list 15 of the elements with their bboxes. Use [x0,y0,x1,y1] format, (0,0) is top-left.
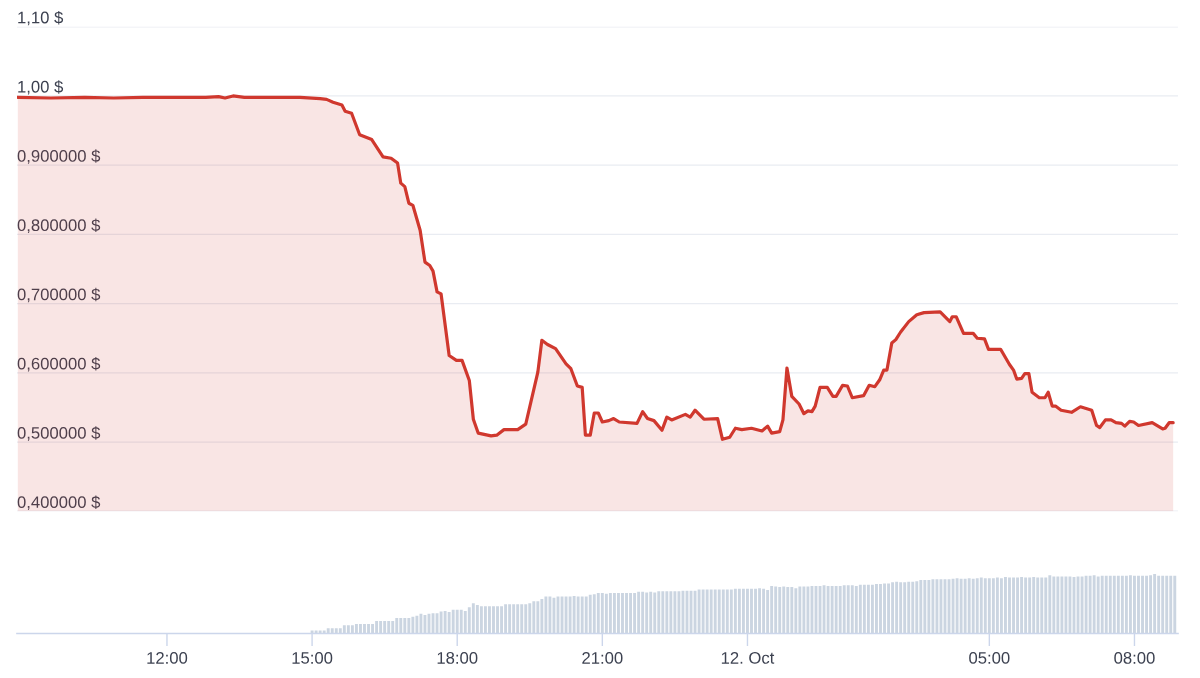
x-tick-label: 12:00 [147,652,188,664]
y-tick-label: 1,00 $ [18,80,64,95]
x-tick-label: 08:00 [1114,652,1155,664]
x-tick-label: 21:00 [582,652,623,664]
y-tick-label: 0,400000 $ [17,495,101,510]
y-tick-label: 0,500000 $ [17,426,101,441]
y-tick-label: 0,800000 $ [17,218,101,234]
x-tick-label: 05:00 [969,652,1010,664]
y-tick-label: 0,700000 $ [17,287,101,303]
x-tick-label: 15:00 [292,652,333,664]
x-tick-label: 12. Oct [721,652,775,664]
y-tick-label: 1,10 $ [18,10,64,26]
x-tick-label: 18:00 [437,652,478,664]
y-tick-label: 0,600000 $ [17,357,101,372]
y-tick-label: 0,900000 $ [17,149,101,164]
